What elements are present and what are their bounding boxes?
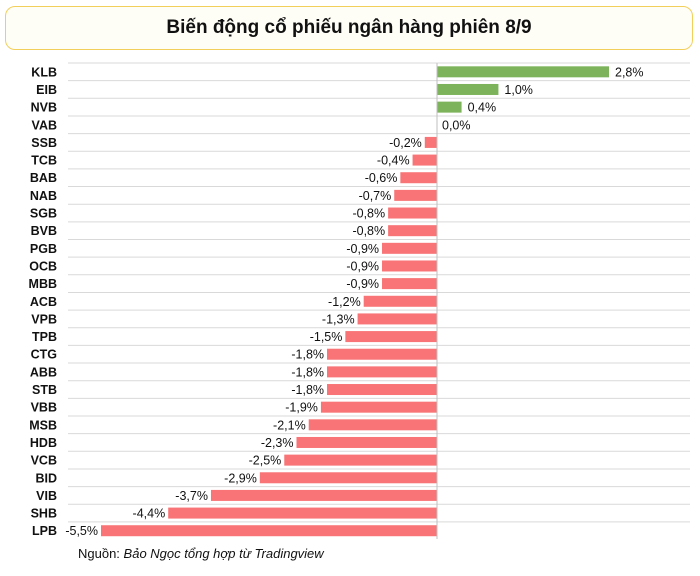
bar [308, 419, 437, 431]
bar [400, 172, 437, 184]
chart-title-box: Biến động cổ phiếu ngân hàng phiên 8/9 [5, 6, 693, 50]
bar [357, 313, 437, 325]
category-label: BAB [30, 171, 57, 185]
bar [363, 295, 437, 307]
category-label: LPB [32, 524, 57, 538]
category-label: NVB [31, 101, 57, 115]
source-prefix: Nguồn: [78, 546, 124, 561]
category-label: SSB [31, 136, 57, 150]
category-label: VAB [32, 118, 57, 132]
category-label: OCB [29, 259, 57, 273]
bar [259, 472, 437, 484]
category-label: VPB [31, 312, 57, 326]
data-label: -3,7% [175, 489, 208, 503]
category-label: MSB [29, 418, 57, 432]
category-label: BVB [31, 224, 57, 238]
data-label: -4,4% [133, 507, 166, 521]
bar [382, 242, 437, 254]
category-label: TPB [32, 330, 57, 344]
bar [412, 154, 437, 166]
category-label: TCB [31, 154, 57, 168]
category-label: ACB [30, 295, 57, 309]
bar-chart: KLB 2,8% EIB 1,0% NVB 0,4% VAB 0,0% SSB -0,2% TCB -… [29, 62, 690, 539]
category-label: EIB [36, 83, 57, 97]
category-label: STB [32, 383, 57, 397]
data-label: -0,6% [365, 171, 398, 185]
data-label: -0,2% [389, 136, 422, 150]
source-text: Bảo Ngọc tổng hợp từ Tradingview [123, 546, 324, 561]
category-label: PGB [30, 242, 57, 256]
category-label: MBB [29, 277, 57, 291]
data-label: -0,8% [352, 207, 385, 221]
data-label: -0,8% [352, 224, 385, 238]
data-label: -1,9% [285, 401, 318, 415]
bar [345, 331, 437, 343]
data-label: 0,0% [442, 118, 471, 132]
data-label: -1,8% [291, 348, 324, 362]
category-label: BID [35, 471, 57, 485]
bar [437, 66, 609, 78]
source-note: Nguồn: Bảo Ngọc tổng hợp từ Tradingview [78, 546, 324, 561]
bar [437, 101, 462, 113]
bar [320, 401, 437, 413]
chart-title: Biến động cổ phiếu ngân hàng phiên 8/9 [166, 17, 532, 38]
data-label: -0,9% [346, 242, 379, 256]
bar [388, 225, 437, 237]
bar [437, 83, 499, 95]
data-label: -1,8% [291, 365, 324, 379]
data-label: -1,8% [291, 383, 324, 397]
category-label: VIB [36, 489, 57, 503]
bar [394, 189, 437, 201]
category-label: VCB [31, 454, 57, 468]
bar [327, 384, 437, 396]
data-label: -2,9% [224, 471, 257, 485]
category-label: KLB [31, 65, 57, 79]
bar [210, 489, 437, 501]
data-label: -0,7% [359, 189, 392, 203]
category-label: SHB [31, 507, 57, 521]
category-label: SGB [30, 207, 57, 221]
bar [296, 436, 437, 448]
bar [327, 366, 437, 378]
data-label: -1,5% [310, 330, 343, 344]
category-label: VBB [31, 401, 57, 415]
bar [327, 348, 437, 360]
category-label: ABB [30, 365, 57, 379]
bar [382, 260, 437, 272]
bar [168, 507, 437, 519]
bar [284, 454, 437, 466]
data-label: -0,9% [346, 277, 379, 291]
data-label: -0,4% [377, 154, 410, 168]
bar [388, 207, 437, 219]
data-label: -1,3% [322, 312, 355, 326]
data-label: -1,2% [328, 295, 361, 309]
data-label: -5,5% [65, 524, 98, 538]
bar [101, 525, 437, 537]
data-label: 1,0% [504, 83, 533, 97]
bar [424, 136, 437, 148]
category-label: NAB [30, 189, 57, 203]
data-label: -0,9% [346, 259, 379, 273]
category-label: HDB [30, 436, 57, 450]
data-label: 0,4% [468, 101, 497, 115]
data-label: 2,8% [615, 65, 644, 79]
category-label: CTG [31, 348, 57, 362]
data-label: -2,1% [273, 418, 306, 432]
data-label: -2,5% [249, 454, 282, 468]
bar [382, 278, 437, 290]
data-label: -2,3% [261, 436, 294, 450]
